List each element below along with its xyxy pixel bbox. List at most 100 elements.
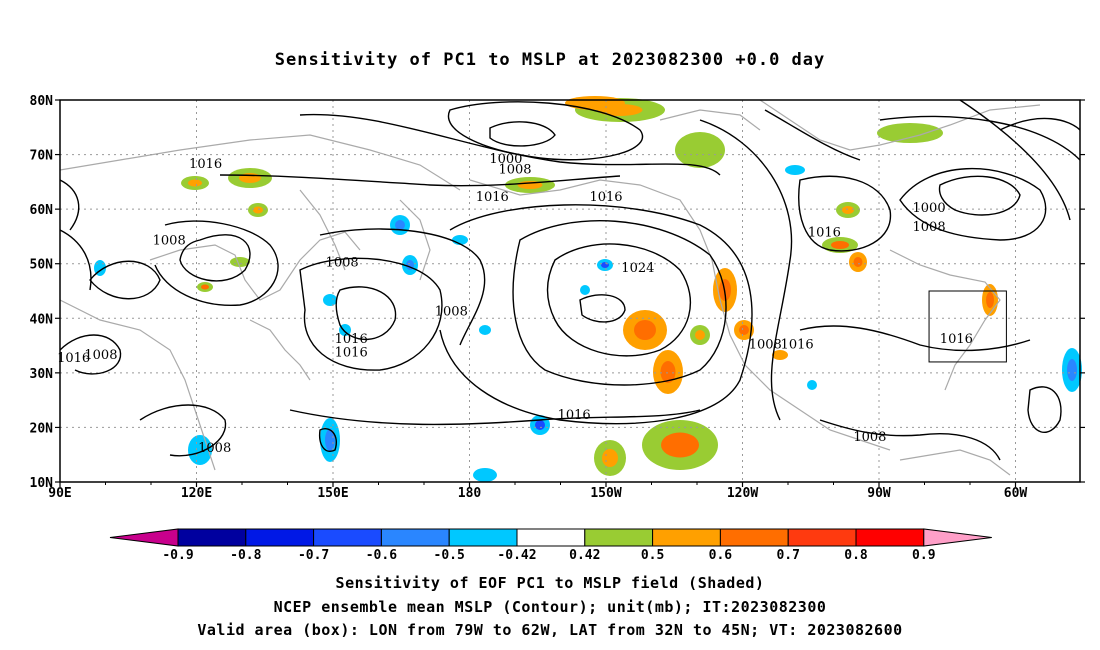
colorbar-label: 0.42 (569, 548, 600, 563)
mslp-isobar (879, 115, 1081, 161)
plot-title: Sensitivity of PC1 to MSLP at 2023082300… (274, 50, 826, 70)
lon-tick-label: 180 (458, 486, 482, 501)
sensitivity-core (1067, 359, 1077, 381)
mslp-isobar (1027, 386, 1062, 433)
coastline-segment (659, 109, 761, 131)
mslp-isobar (699, 119, 793, 421)
colorbar-label: -0.8 (230, 548, 261, 563)
sensitivity-area (473, 468, 497, 482)
colorbar-swatch (177, 528, 247, 547)
sensitivity-area (339, 324, 351, 336)
lon-tick-label: 150W (590, 486, 621, 501)
mslp-isobar (89, 260, 161, 300)
mslp-isobar (764, 109, 861, 161)
contour-label: 1016 (940, 332, 973, 347)
contour-label: 1016 (57, 351, 90, 366)
sensitivity-core (602, 449, 618, 467)
mslp-isobar (489, 121, 556, 147)
lat-tick-label: 50N (30, 258, 54, 273)
sensitivity-core (201, 284, 209, 290)
sensitivity-area (675, 132, 725, 168)
coastline-segment (299, 189, 346, 271)
colorbar-label: 0.6 (709, 548, 733, 563)
contour-label: 1000 (913, 201, 946, 216)
sensitivity-area (323, 294, 337, 306)
colorbar-swatch (516, 528, 586, 547)
mslp-isobar (59, 179, 80, 231)
sensitivity-area (807, 380, 817, 390)
sensitivity-core (253, 206, 263, 214)
sensitivity-area (785, 165, 805, 175)
coastline-segment (59, 299, 216, 471)
sensitivity-core (325, 429, 335, 451)
mslp-isobar (798, 175, 892, 252)
lat-tick-label: 20N (30, 421, 54, 436)
mslp-isobar (512, 220, 727, 386)
lon-tick-label: 120E (181, 486, 212, 501)
colorbar-low-end (109, 528, 179, 547)
sensitivity-core (853, 257, 863, 267)
mslp-isobar (335, 286, 397, 341)
lat-tick-label: 60N (30, 203, 54, 218)
colorbar-label: -0.9 (162, 548, 193, 563)
contour-label: 1008 (153, 234, 186, 249)
sensitivity-area (580, 285, 590, 295)
sensitivity-core (601, 262, 609, 268)
coastline-segment (249, 319, 311, 381)
sensitivity-core (239, 173, 261, 183)
mslp-isobar (59, 229, 92, 291)
sensitivity-core (634, 320, 656, 340)
mslp-isobar (999, 117, 1081, 131)
coastline-segment (759, 99, 1041, 151)
colorbar-swatch (448, 528, 518, 547)
valid-area-box (928, 290, 1007, 363)
contour-label: 1008 (913, 220, 946, 235)
colorbar-label: -0.5 (434, 548, 465, 563)
colorbar-label: -0.6 (366, 548, 397, 563)
contour-label: 1016 (476, 190, 509, 205)
mslp-isobar (319, 228, 486, 346)
colorbar-swatch (380, 528, 450, 547)
contour-label: 1016 (781, 337, 814, 352)
lon-tick-label: 90W (867, 486, 891, 501)
colorbar-swatch (855, 528, 925, 547)
lat-tick-label: 70N (30, 149, 54, 164)
colorbar-swatch (787, 528, 857, 547)
lon-tick-label: 90E (48, 486, 71, 501)
colorbar-label: 0.9 (912, 548, 935, 563)
sensitivity-area (230, 257, 250, 267)
map-frame (59, 99, 1081, 483)
colorbar-swatch (313, 528, 382, 547)
contour-label: 1008 (84, 348, 117, 363)
mslp-isobar (139, 404, 227, 457)
mslp-isobar (179, 234, 251, 282)
lon-tick-label: 60W (1004, 486, 1028, 501)
contour-label: 1008 (853, 430, 886, 445)
coastline-segment (399, 199, 431, 281)
sensitivity-core (831, 241, 849, 249)
contour-label: 1008 (435, 305, 468, 320)
lon-tick-label: 120W (727, 486, 758, 501)
mslp-isobar (299, 257, 443, 371)
coastline-segment (889, 249, 1001, 391)
mslp-isobar (819, 419, 1001, 461)
colorbar-swatch (584, 528, 654, 547)
mslp-isobar (799, 325, 1031, 352)
mslp-isobar (546, 243, 692, 357)
lat-tick-label: 40N (30, 312, 54, 327)
colorbar-high-end (923, 528, 992, 547)
sensitivity-core (986, 292, 994, 308)
sensitivity-area (877, 123, 943, 143)
sensitivity-core (188, 179, 202, 187)
sensitivity-core (739, 325, 749, 335)
contour-label: 1016 (335, 345, 368, 360)
sensitivity-core (695, 330, 705, 340)
gridlines (60, 100, 1080, 482)
sensitivity-core (660, 361, 676, 383)
sensitivity-core (842, 206, 854, 214)
lon-tick-label: 150E (317, 486, 348, 501)
contour-label: 1008 (326, 255, 359, 270)
mslp-isobar (579, 294, 626, 323)
contour-label: 1000 (489, 152, 522, 167)
